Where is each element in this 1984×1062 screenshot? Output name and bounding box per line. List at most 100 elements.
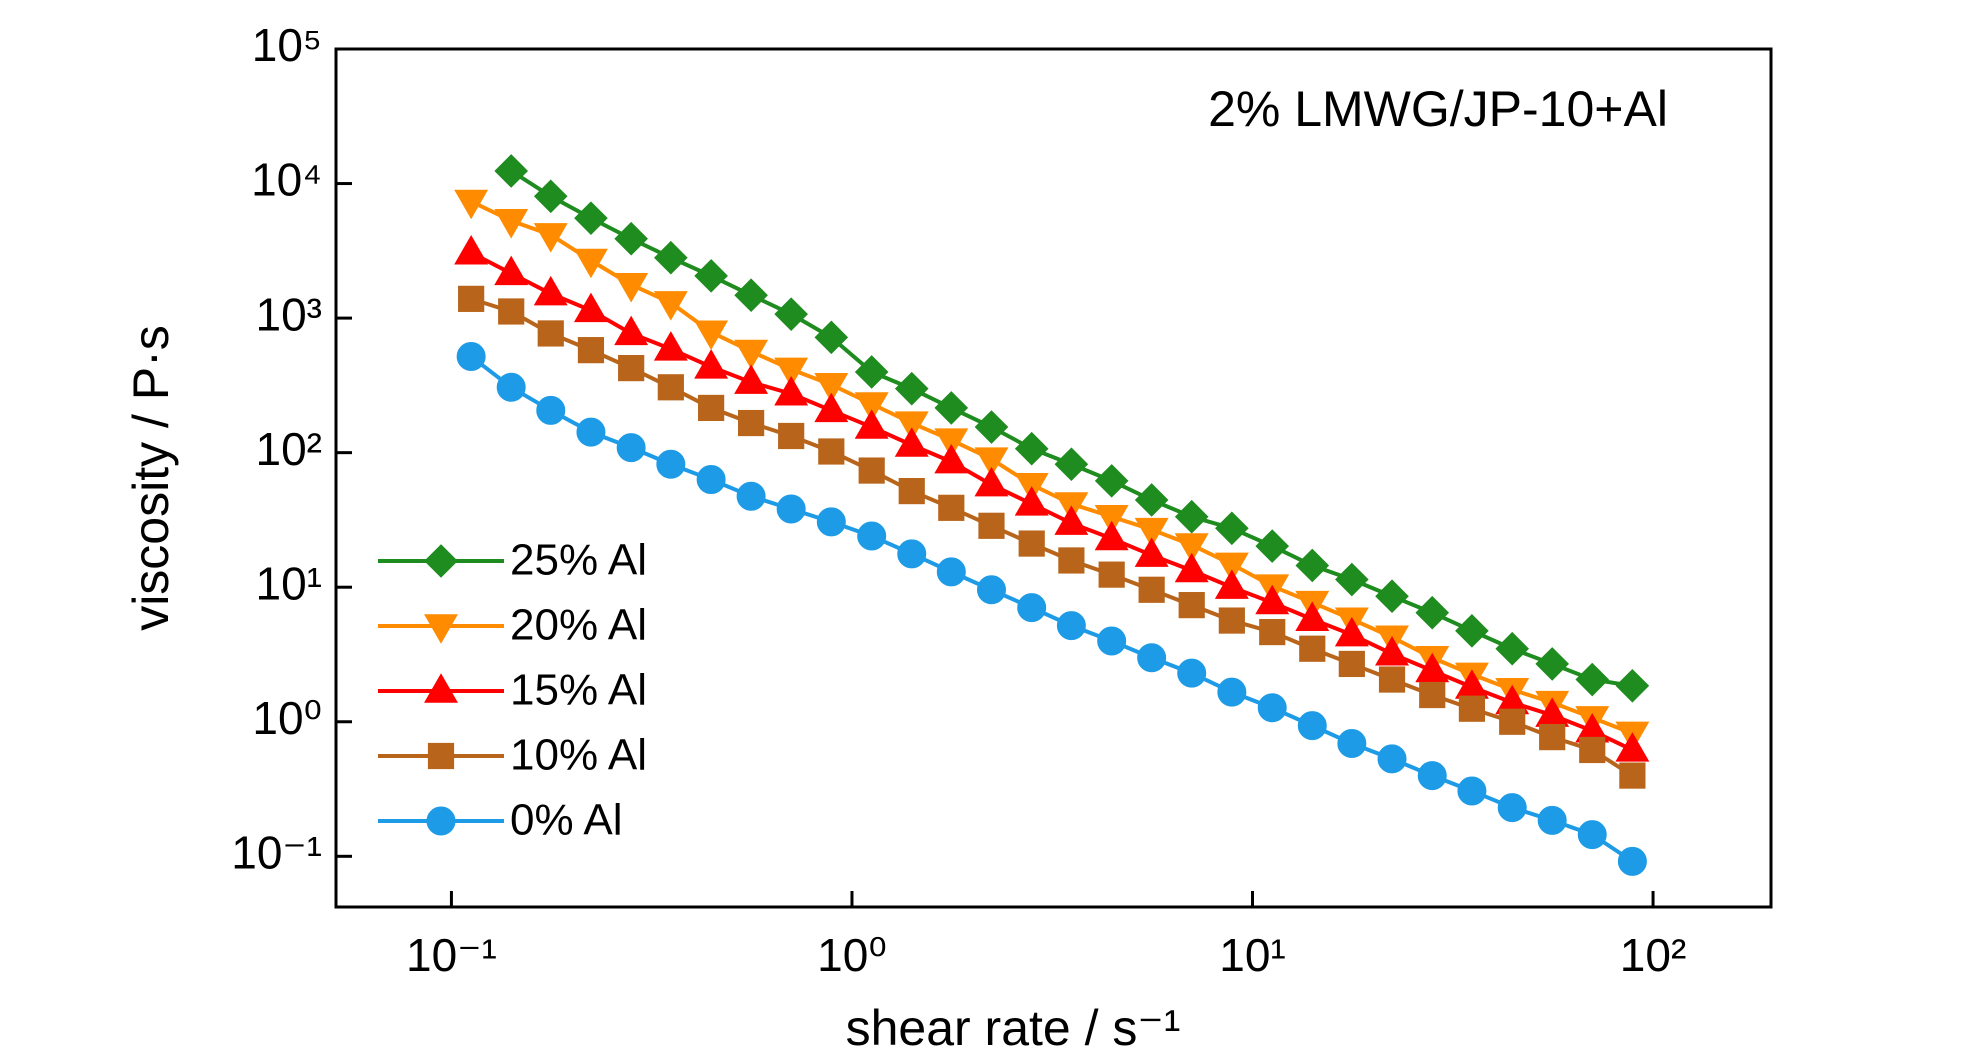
- marker: [1575, 662, 1610, 697]
- marker: [934, 391, 969, 425]
- marker: [1375, 579, 1409, 614]
- marker: [894, 411, 929, 441]
- marker: [1174, 499, 1209, 534]
- series-line: [510, 169, 1633, 688]
- marker: [1215, 511, 1249, 546]
- marker: [533, 223, 568, 253]
- marker: [657, 374, 684, 401]
- marker: [1295, 548, 1330, 583]
- marker: [814, 372, 849, 403]
- marker: [616, 433, 646, 463]
- marker: [1134, 517, 1169, 548]
- x-tick-label: 10⁰: [817, 929, 887, 981]
- marker: [1297, 711, 1327, 741]
- marker: [454, 234, 489, 265]
- marker: [1174, 552, 1209, 583]
- marker: [1134, 483, 1169, 517]
- marker: [1458, 695, 1486, 722]
- marker: [1415, 595, 1450, 630]
- legend-marker: [426, 806, 456, 836]
- marker: [653, 291, 688, 321]
- marker: [536, 395, 566, 425]
- marker: [1014, 431, 1049, 466]
- x-tick-label: 10²: [1620, 929, 1686, 981]
- marker: [1098, 561, 1125, 588]
- marker: [1058, 547, 1085, 574]
- series-line: [470, 199, 1634, 736]
- legend-label: 0% Al: [510, 796, 623, 845]
- marker: [776, 494, 806, 524]
- marker: [1617, 846, 1647, 876]
- marker: [653, 331, 688, 361]
- marker: [1537, 805, 1567, 835]
- marker: [1378, 666, 1406, 693]
- y-axis-label: viscosity / P·s: [123, 325, 179, 631]
- marker: [1338, 650, 1365, 678]
- marker: [1415, 652, 1450, 683]
- marker: [498, 298, 525, 325]
- marker: [974, 410, 1009, 444]
- marker: [694, 349, 729, 379]
- marker: [1615, 669, 1650, 703]
- marker: [1138, 576, 1165, 603]
- marker: [934, 443, 969, 474]
- marker: [1417, 761, 1447, 791]
- marker: [1495, 631, 1530, 666]
- marker: [1579, 736, 1606, 764]
- marker: [1054, 447, 1089, 482]
- legend-label: 20% Al: [510, 601, 647, 650]
- marker: [533, 179, 568, 214]
- marker: [898, 477, 925, 505]
- marker: [1497, 793, 1527, 823]
- marker: [818, 438, 845, 465]
- marker: [1174, 533, 1209, 563]
- marker: [573, 248, 608, 279]
- marker: [1094, 505, 1129, 535]
- marker: [814, 392, 849, 423]
- marker: [1094, 520, 1129, 551]
- legend-marker: [424, 544, 458, 578]
- marker: [1014, 486, 1049, 516]
- marker: [854, 355, 889, 389]
- marker: [494, 255, 529, 286]
- marker: [858, 457, 885, 484]
- marker: [974, 466, 1009, 497]
- chart-title: 2% LMWG/JP-10+Al: [1208, 81, 1668, 137]
- marker: [456, 342, 486, 372]
- y-tick-label: 10⁻¹: [231, 826, 322, 878]
- marker: [1217, 677, 1247, 707]
- marker: [1018, 530, 1045, 557]
- marker: [734, 339, 769, 370]
- marker: [1337, 729, 1367, 759]
- marker: [1334, 616, 1369, 647]
- marker: [1457, 776, 1487, 806]
- marker: [1094, 464, 1129, 498]
- plot-frame: [334, 47, 1773, 909]
- marker: [894, 371, 929, 406]
- marker: [1218, 607, 1245, 634]
- x-tick-label: 10¹: [1219, 929, 1285, 981]
- marker: [1257, 693, 1287, 723]
- y-tick-label: 10¹: [256, 557, 322, 609]
- legend-label: 15% Al: [510, 666, 647, 715]
- marker: [1255, 529, 1290, 563]
- marker: [1615, 732, 1650, 762]
- y-tick-label: 10⁵: [252, 19, 322, 71]
- marker: [774, 375, 809, 406]
- marker: [897, 539, 927, 569]
- marker: [774, 297, 808, 331]
- marker: [738, 409, 765, 437]
- marker: [614, 221, 648, 256]
- marker: [736, 481, 766, 511]
- y-tick-label: 10⁴: [251, 154, 322, 206]
- marker: [814, 320, 849, 355]
- marker: [936, 557, 966, 587]
- legend-label: 10% Al: [510, 731, 647, 780]
- marker: [577, 337, 605, 364]
- marker: [1017, 593, 1047, 623]
- marker: [1134, 537, 1169, 567]
- marker: [938, 494, 965, 521]
- marker: [454, 189, 489, 220]
